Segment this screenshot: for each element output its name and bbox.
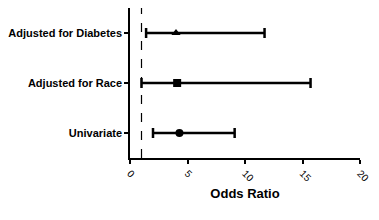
svg-text:15: 15	[298, 168, 314, 184]
svg-text:20: 20	[355, 168, 371, 184]
svg-text:Adjusted for Diabetes: Adjusted for Diabetes	[8, 27, 122, 39]
svg-text:Odds Ratio: Odds Ratio	[210, 186, 279, 201]
svg-text:10: 10	[240, 168, 256, 184]
svg-text:5: 5	[183, 168, 195, 180]
svg-text:Adjusted for Race: Adjusted for Race	[28, 77, 122, 89]
svg-text:0: 0	[125, 168, 137, 180]
svg-text:Univariate: Univariate	[69, 127, 122, 139]
